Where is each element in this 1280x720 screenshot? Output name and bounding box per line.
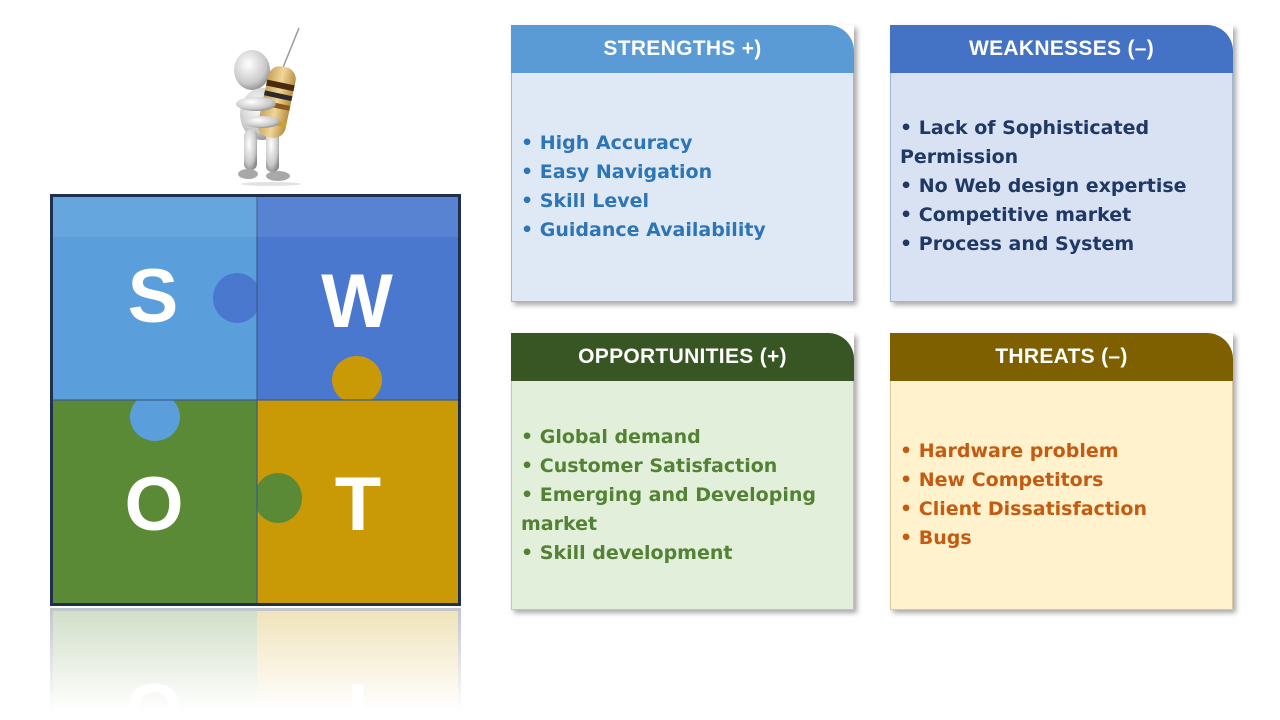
opportunities-title: OPPORTUNITIES (+) (511, 333, 854, 381)
list-item: Process and System (900, 230, 1224, 259)
t-knob (332, 356, 382, 404)
threats-body: Hardware problem New Competitors Client … (890, 381, 1233, 610)
opportunities-body: Global demand Customer Satisfaction Emer… (511, 381, 854, 610)
weaknesses-body: Lack of Sophisticated Permission No Web … (890, 73, 1233, 302)
list-item: No Web design expertise (900, 172, 1224, 201)
s-knob (130, 393, 180, 441)
strengths-box: STRENGTHS +) High Accuracy Easy Navigati… (511, 25, 854, 302)
strengths-list: High Accuracy Easy Navigation Skill Leve… (512, 129, 774, 245)
list-item: High Accuracy (521, 129, 766, 158)
letter-s: S (128, 254, 179, 339)
strengths-body: High Accuracy Easy Navigation Skill Leve… (511, 73, 854, 302)
list-item: Emerging and Developing market (521, 481, 845, 539)
list-item: Hardware problem (900, 437, 1147, 466)
list-item: Easy Navigation (521, 158, 766, 187)
letter-o: O (124, 462, 183, 547)
letter-t: T (335, 462, 381, 547)
swot-puzzle: S W O T (50, 194, 461, 606)
opportunities-list: Global demand Customer Satisfaction Emer… (512, 423, 853, 568)
threats-box: THREATS (–) Hardware problem New Competi… (890, 333, 1233, 610)
threats-list: Hardware problem New Competitors Client … (891, 437, 1155, 553)
list-item: Customer Satisfaction (521, 452, 845, 481)
threats-title: THREATS (–) (890, 333, 1233, 381)
list-item: Skill Level (521, 187, 766, 216)
figure-with-resistor-illustration (226, 26, 316, 186)
weaknesses-title: WEAKNESSES (–) (890, 25, 1233, 73)
list-item: Guidance Availability (521, 216, 766, 245)
list-item: Global demand (521, 423, 845, 452)
puzzle-reflection: O T (50, 608, 461, 720)
svg-text:T: T (335, 667, 381, 720)
weaknesses-list: Lack of Sophisticated Permission No Web … (891, 114, 1232, 259)
opportunities-box: OPPORTUNITIES (+) Global demand Customer… (511, 333, 854, 610)
letter-w: W (321, 259, 393, 344)
o-knob (254, 473, 302, 523)
strengths-title: STRENGTHS +) (511, 25, 854, 73)
w-knob (213, 273, 261, 323)
list-item: New Competitors (900, 466, 1147, 495)
list-item: Lack of Sophisticated Permission (900, 114, 1224, 172)
list-item: Skill development (521, 539, 845, 568)
weaknesses-box: WEAKNESSES (–) Lack of Sophisticated Per… (890, 25, 1233, 302)
list-item: Bugs (900, 524, 1147, 553)
svg-text:O: O (124, 667, 183, 720)
list-item: Client Dissatisfaction (900, 495, 1147, 524)
list-item: Competitive market (900, 201, 1224, 230)
